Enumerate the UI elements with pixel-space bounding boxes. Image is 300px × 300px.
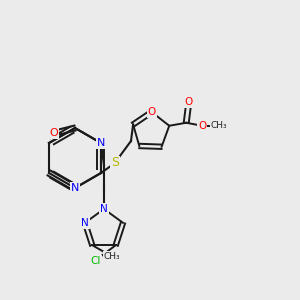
Text: Cl: Cl [91,256,101,266]
Text: S: S [111,157,119,169]
Text: N: N [97,138,105,148]
Text: N: N [100,204,108,214]
Text: N: N [71,183,79,193]
Text: O: O [198,121,206,131]
Text: CH₃: CH₃ [104,252,121,261]
Text: CH₃: CH₃ [211,121,228,130]
Text: N: N [81,218,89,228]
Text: O: O [148,107,156,117]
Text: O: O [184,97,192,107]
Text: O: O [50,128,58,138]
